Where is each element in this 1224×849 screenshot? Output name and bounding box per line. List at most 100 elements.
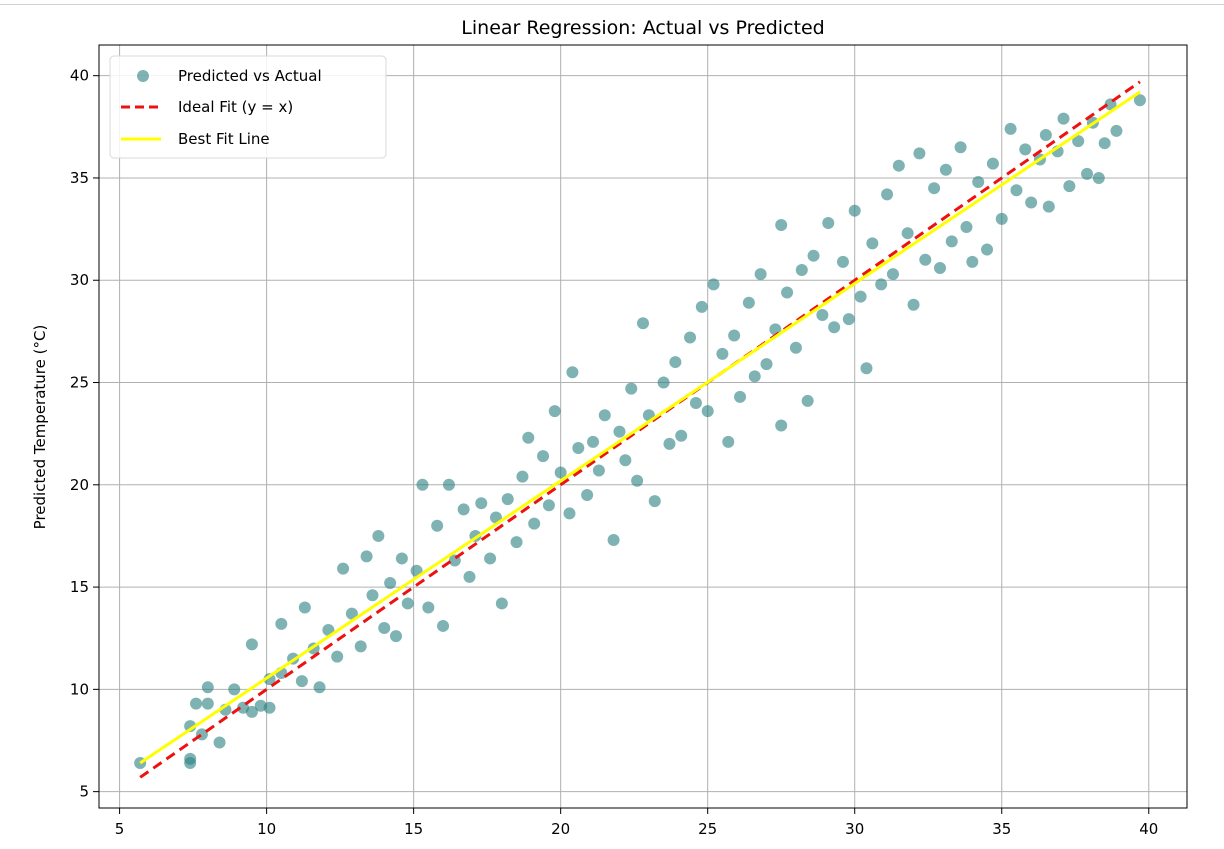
scatter-point (422, 601, 435, 614)
scatter-point (695, 300, 708, 313)
scatter-point (907, 298, 920, 311)
x-tick-label: 25 (698, 820, 717, 838)
scatter-point (1072, 135, 1085, 148)
scatter-point (933, 261, 946, 274)
scatter-point (716, 347, 729, 360)
scatter-point (866, 237, 879, 250)
x-tick-label: 40 (1139, 820, 1158, 838)
scatter-point (972, 176, 985, 189)
scatter-point (354, 640, 367, 653)
scatter-point (995, 212, 1008, 225)
y-axis-label: Predicted Temperature (°C) (31, 325, 49, 530)
scatter-point (389, 630, 402, 643)
scatter-point (245, 638, 258, 651)
scatter-point (516, 470, 529, 483)
scatter-point (537, 450, 550, 463)
scatter-point (592, 464, 605, 477)
scatter-point (875, 278, 888, 291)
scatter-point (1092, 171, 1105, 184)
scatter-point (1081, 167, 1094, 180)
scatter-point (598, 409, 611, 422)
scatter-point (637, 317, 649, 330)
scatter-point (437, 619, 450, 632)
scatter-point (675, 429, 688, 442)
legend-label-scatter: Predicted vs Actual (178, 67, 322, 85)
scatter-point (366, 589, 379, 602)
scatter-point (1057, 112, 1070, 125)
scatter-point (848, 204, 861, 217)
scatter-point (457, 503, 470, 516)
scatter-point (395, 552, 408, 565)
scatter-point (384, 576, 397, 589)
scatter-point (484, 552, 497, 565)
scatter-point (431, 519, 444, 532)
scatter-point (401, 597, 414, 610)
scatter-point (501, 493, 514, 506)
scatter-point (625, 382, 638, 395)
legend-label-bestfit: Best Fit Line (178, 130, 270, 148)
scatter-point (275, 617, 288, 630)
scatter-point (554, 466, 567, 479)
scatter-point (372, 529, 385, 542)
scatter-point (542, 499, 555, 512)
x-tick-label: 15 (404, 820, 423, 838)
scatter-point (463, 570, 476, 583)
x-tick-label: 10 (257, 820, 276, 838)
scatter-point (828, 321, 841, 334)
scatter-point (748, 370, 761, 383)
scatter-point (1010, 184, 1023, 197)
scatter-point (245, 705, 258, 718)
scatter-point (587, 435, 600, 448)
scatter-point (722, 435, 735, 448)
scatter-point (928, 182, 941, 195)
scatter-point (657, 376, 670, 389)
scatter-point (1110, 124, 1123, 137)
scatter-point (563, 507, 576, 520)
scatter-point (331, 650, 344, 663)
scatter-point (836, 255, 849, 268)
scatter-point (228, 683, 241, 696)
legend-marker-scatter (137, 70, 149, 82)
chart-title: Linear Regression: Actual vs Predicted (461, 17, 824, 39)
scatter-point (572, 441, 585, 454)
scatter-point (981, 243, 994, 256)
scatter-point (901, 227, 914, 240)
scatter-point (295, 675, 308, 688)
scatter-point (442, 478, 455, 491)
scatter-point (201, 697, 214, 710)
scatter-point (816, 309, 829, 322)
scatter-point (913, 147, 926, 160)
scatter-point (734, 390, 747, 403)
y-tick-label: 20 (70, 476, 89, 494)
scatter-point (566, 366, 579, 379)
scatter-point (522, 431, 535, 444)
scatter-point (801, 394, 814, 407)
scatter-point (689, 396, 702, 409)
scatter-point (337, 562, 350, 575)
scatter-points (134, 94, 1146, 769)
scatter-point (986, 157, 999, 170)
scatter-point (684, 331, 697, 344)
scatter-point (775, 219, 788, 232)
scatter-point (886, 268, 899, 281)
scatter-point (528, 517, 541, 530)
x-tick-label: 20 (551, 820, 570, 838)
scatter-point (345, 607, 358, 620)
scatter-point (954, 141, 967, 154)
scatter-point (742, 296, 755, 309)
scatter-point (1042, 200, 1055, 213)
scatter-point (1098, 137, 1111, 150)
legend: Predicted vs Actual Ideal Fit (y = x) Be… (109, 55, 387, 159)
y-tick-label: 15 (70, 578, 89, 596)
scatter-point (190, 697, 203, 710)
fit-lines (139, 80, 1141, 779)
scatter-point (619, 454, 632, 467)
scatter-point (360, 550, 373, 563)
y-tick-label: 25 (70, 374, 89, 392)
scatter-point (263, 701, 276, 714)
scatter-point (475, 497, 488, 510)
scatter-point (960, 221, 973, 234)
scatter-point (701, 405, 714, 418)
scatter-point (1019, 143, 1032, 156)
